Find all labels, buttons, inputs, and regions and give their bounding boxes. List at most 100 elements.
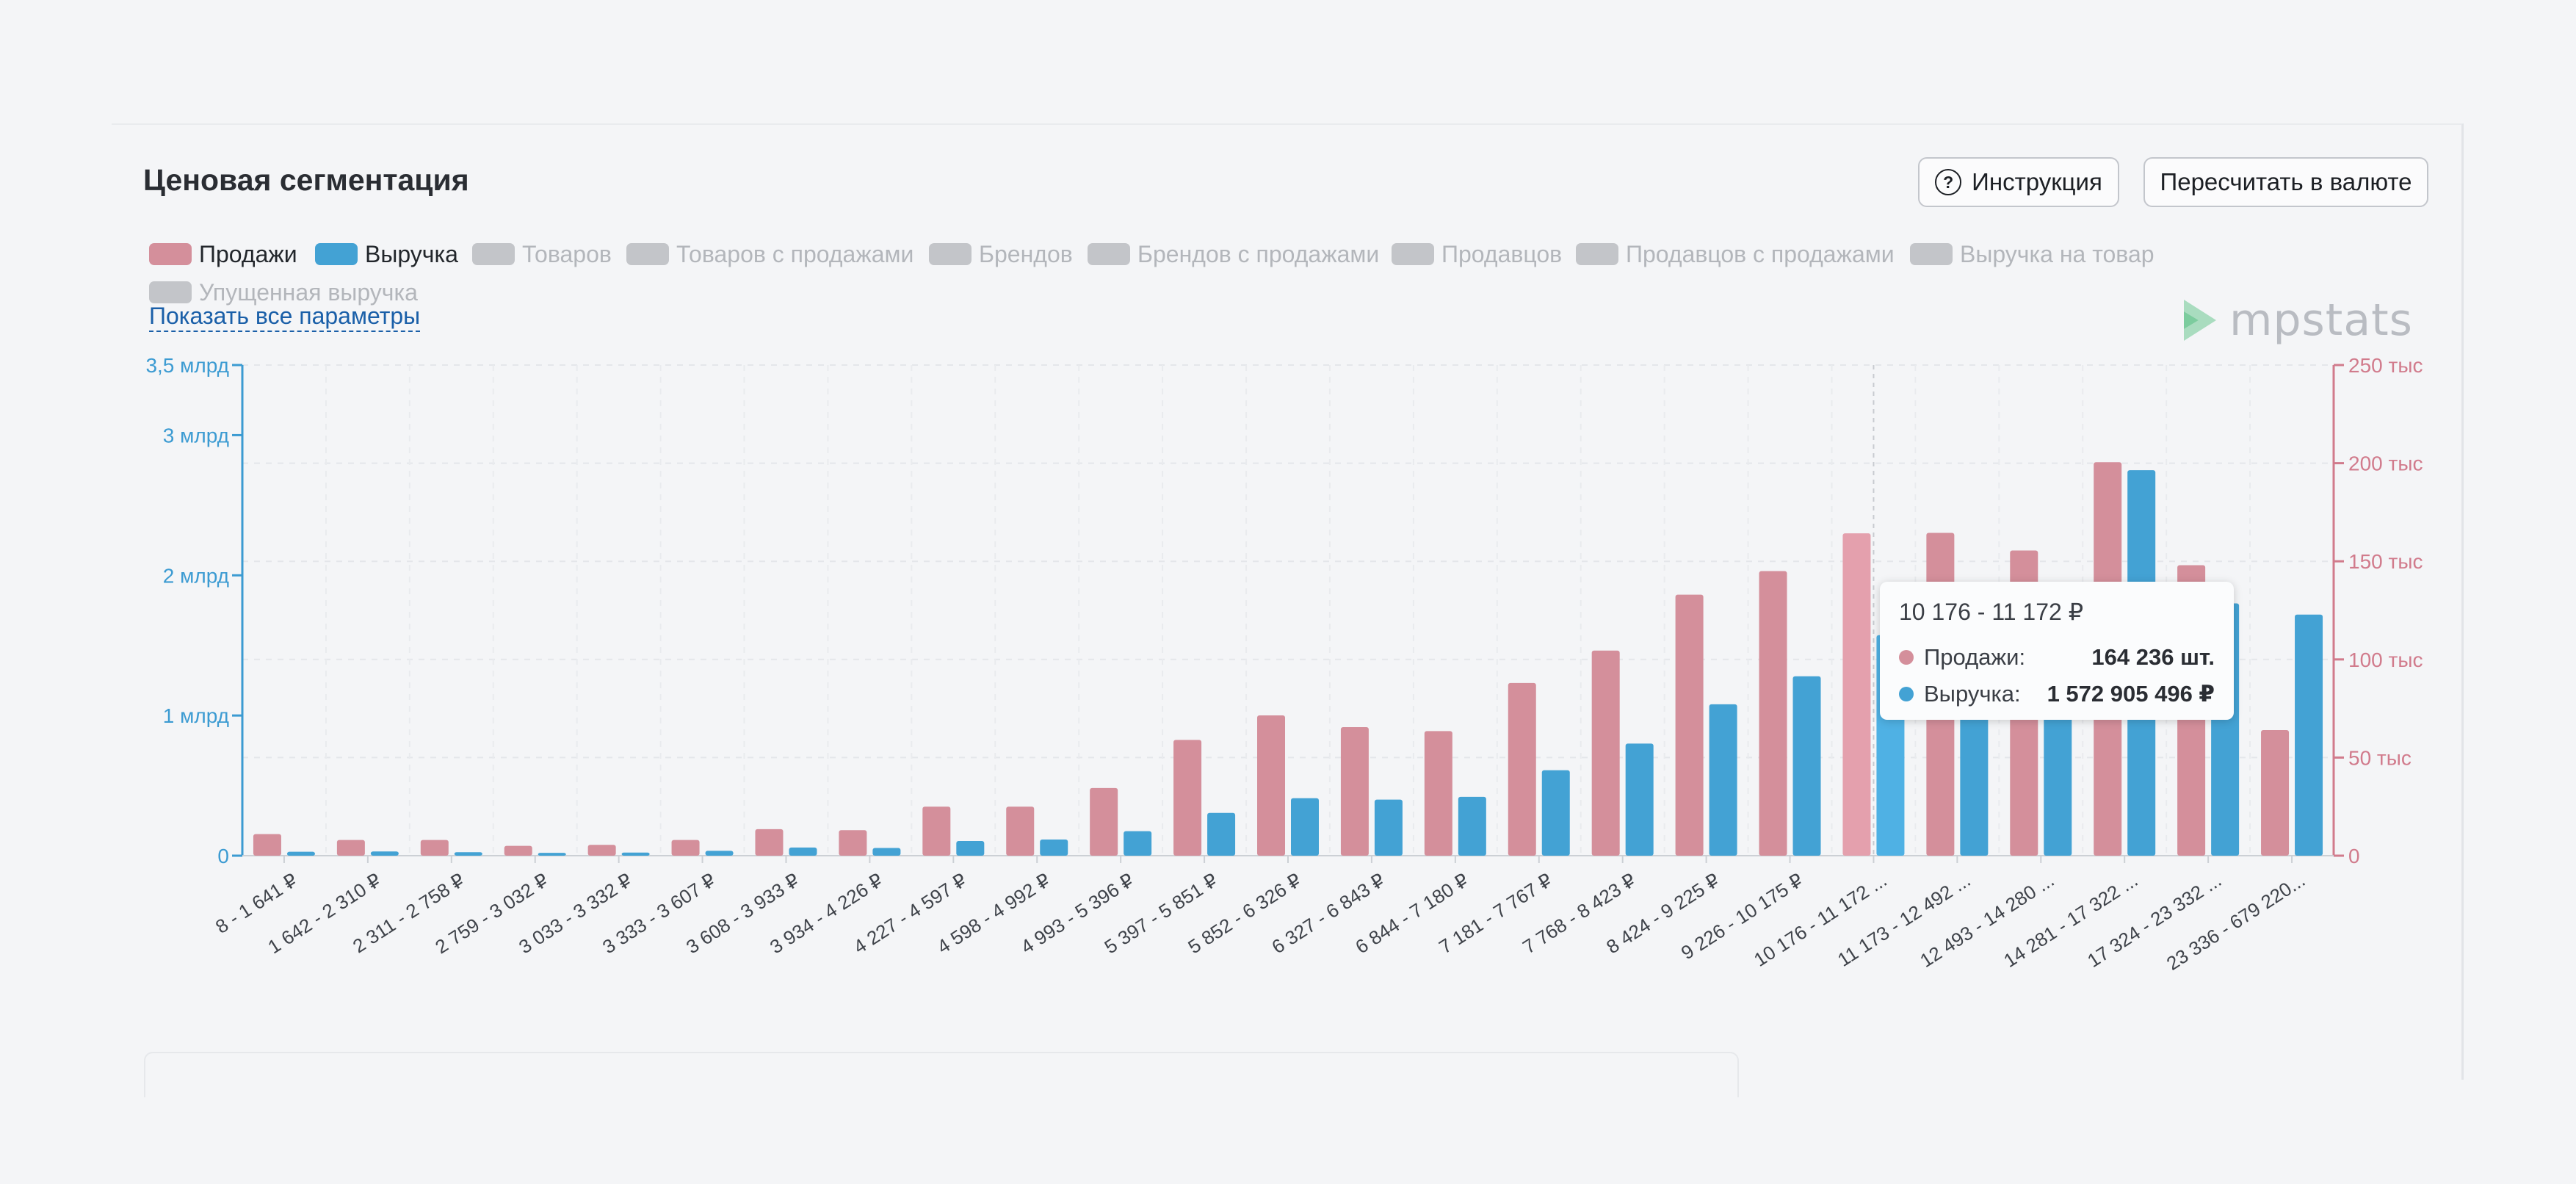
- page-title: Ценовая сегментация: [143, 163, 469, 197]
- revenue-bar: [956, 840, 985, 856]
- revenue-bar: [1291, 798, 1319, 856]
- instruction-button[interactable]: ? Инструкция: [1918, 157, 2119, 207]
- sales-bar: [1173, 740, 1202, 856]
- sales-bar: [1759, 571, 1787, 856]
- sales-bar: [1842, 533, 1871, 856]
- legend-swatch: [149, 243, 192, 265]
- tooltip-revenue-label: Выручка:: [1924, 681, 2021, 707]
- next-section-card: [144, 1052, 1739, 1097]
- tooltip-row-sales: Продажи: 164 236 шт.: [1899, 639, 2215, 676]
- sales-bar: [253, 834, 281, 856]
- revenue-bar: [789, 847, 817, 856]
- logo-text: mpstats: [2229, 295, 2413, 346]
- revenue-bar: [2295, 614, 2323, 856]
- legend-swatch: [149, 281, 192, 303]
- legend-label: Товаров: [522, 240, 612, 267]
- sales-bar: [504, 845, 532, 856]
- revenue-bar: [370, 851, 399, 856]
- right-axis-tick-label: 0: [2348, 845, 2360, 867]
- revenue-bar: [1040, 840, 1068, 856]
- sales-bar: [1424, 731, 1452, 856]
- tooltip-title: 10 176 - 11 172 ₽: [1899, 599, 2084, 625]
- sales-bar: [671, 840, 700, 856]
- legend-label: Продавцов: [1441, 240, 1563, 267]
- left-axis-tick-label: 0: [217, 845, 229, 867]
- revenue-bar: [1458, 796, 1486, 856]
- revenue-bar: [872, 848, 901, 856]
- revenue-bar: [454, 852, 482, 856]
- revenue-bar: [538, 853, 566, 856]
- legend-label: Продажи: [199, 240, 297, 267]
- legend-swatch: [626, 243, 669, 265]
- mpstats-logo-icon: [2184, 300, 2216, 341]
- legend-item-1[interactable]: Выручка: [315, 238, 458, 270]
- chart-tooltip: 10 176 - 11 172 ₽ Продажи: 164 236 шт. В…: [1880, 582, 2234, 720]
- sales-bar: [1508, 682, 1536, 856]
- sales-bar: [1675, 594, 1704, 856]
- legend-swatch: [1088, 243, 1130, 265]
- legend-label: Упущенная выручка: [199, 278, 418, 306]
- sales-bar: [2261, 729, 2290, 856]
- sales-bar: [336, 840, 365, 856]
- legend-item-5[interactable]: Брендов с продажами: [1088, 238, 1379, 270]
- sales-bar: [1006, 806, 1035, 856]
- x-axis-tick-label: 23 336 - 679 220...: [2163, 869, 2309, 975]
- legend-item-4[interactable]: Брендов: [929, 238, 1073, 270]
- left-axis-tick-label: 1 млрд: [163, 704, 229, 727]
- sales-bar: [1090, 787, 1118, 856]
- revenue-bar: [1207, 812, 1236, 856]
- legend-item-6[interactable]: Продавцов: [1392, 238, 1562, 270]
- sales-bar: [1257, 715, 1285, 856]
- revenue-bar: [705, 851, 734, 856]
- sales-bar: [1340, 726, 1369, 856]
- legend-item-3[interactable]: Товаров с продажами: [626, 238, 913, 270]
- right-axis-tick-label: 100 тыс: [2348, 649, 2423, 671]
- legend-label: Брендов с продажами: [1137, 240, 1380, 267]
- right-axis-tick-label: 150 тыс: [2348, 550, 2423, 573]
- tooltip-row-revenue: Выручка: 1 572 905 496 ₽: [1899, 676, 2215, 712]
- sales-bar: [587, 845, 616, 856]
- tooltip-sales-dot: [1899, 650, 1914, 665]
- legend-item-2[interactable]: Товаров: [472, 238, 612, 270]
- sales-bar: [839, 830, 867, 856]
- revenue-bar: [1792, 676, 1821, 856]
- revenue-bar: [286, 851, 315, 856]
- legend-label: Выручка на товар: [1960, 240, 2154, 267]
- right-axis-tick-label: 50 тыс: [2348, 746, 2412, 769]
- legend-item-8[interactable]: Выручка на товар: [1910, 238, 2154, 270]
- legend-item-0[interactable]: Продажи: [149, 238, 297, 270]
- revenue-bar: [621, 852, 650, 856]
- legend-swatch: [472, 243, 515, 265]
- question-icon: ?: [1935, 169, 1962, 195]
- left-axis-tick-label: 2 млрд: [163, 564, 229, 587]
- legend-label: Товаров с продажами: [676, 240, 914, 267]
- tooltip-sales-label: Продажи:: [1924, 644, 2026, 670]
- legend-item-7[interactable]: Продавцов с продажами: [1576, 238, 1895, 270]
- sales-bar: [420, 840, 449, 856]
- legend-swatch: [1910, 243, 1953, 265]
- show-all-params-link[interactable]: Показать все параметры: [149, 301, 421, 332]
- legend-swatch: [315, 243, 358, 265]
- sales-bar: [755, 829, 784, 856]
- legend-item-9[interactable]: Упущенная выручка: [149, 276, 418, 308]
- legend-swatch: [1392, 243, 1434, 265]
- legend-label: Продавцов с продажами: [1626, 240, 1895, 267]
- sales-bar: [922, 806, 951, 856]
- mpstats-logo: mpstats: [2181, 295, 2413, 346]
- revenue-bar: [1541, 770, 1570, 856]
- revenue-bar: [1709, 704, 1737, 856]
- left-axis-tick-label: 3 млрд: [163, 424, 229, 447]
- legend-swatch: [929, 243, 972, 265]
- convert-currency-button[interactable]: Пересчитать в валюте: [2143, 157, 2428, 207]
- legend-label: Выручка: [365, 240, 458, 267]
- revenue-bar: [1625, 743, 1654, 856]
- legend-swatch: [1576, 243, 1618, 265]
- right-axis-tick-label: 200 тыс: [2348, 452, 2423, 475]
- revenue-bar: [1374, 799, 1403, 856]
- sales-bar: [1591, 650, 1620, 856]
- revenue-bar: [1124, 831, 1152, 856]
- right-axis-tick-label: 250 тыс: [2348, 354, 2423, 377]
- left-axis-tick-label: 3,5 млрд: [145, 354, 229, 377]
- instruction-button-label: Инструкция: [1972, 168, 2102, 195]
- tooltip-revenue-value: 1 572 905 496 ₽: [2047, 681, 2215, 707]
